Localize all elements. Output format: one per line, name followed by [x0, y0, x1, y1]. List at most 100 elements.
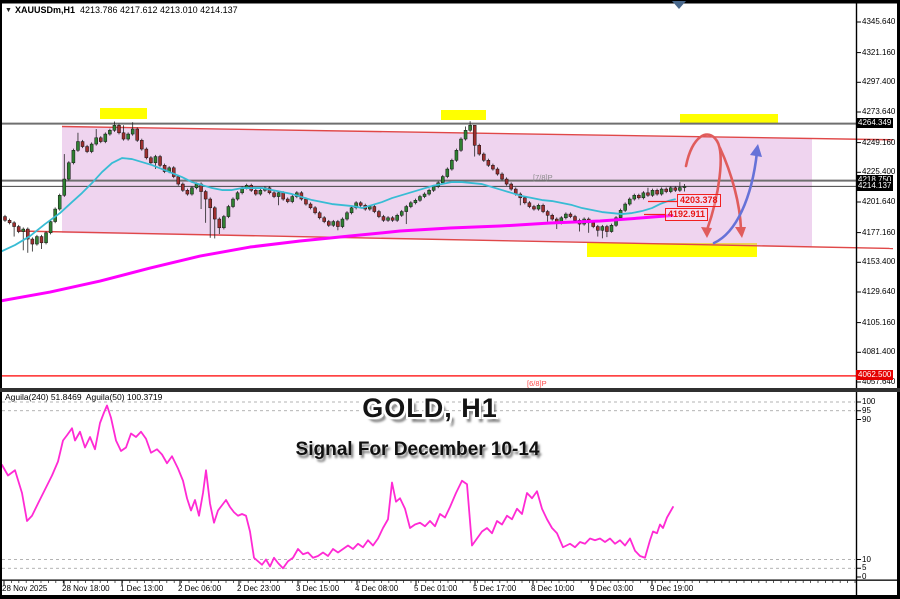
candle-body	[409, 202, 413, 207]
candle-body	[550, 215, 554, 220]
scroll-to-end-icon[interactable]	[672, 1, 686, 9]
candle-body	[523, 197, 527, 204]
candle-body	[600, 226, 605, 231]
candle-body	[94, 137, 98, 145]
candle-body	[627, 198, 632, 205]
frame-top	[0, 0, 900, 4]
candle-body	[395, 215, 399, 221]
candle-body	[276, 192, 281, 197]
forecast-arrow-down	[684, 133, 722, 232]
candle-body	[632, 195, 637, 200]
candle-body	[413, 200, 418, 204]
ma-slow-line	[0, 214, 674, 303]
candle-body	[112, 125, 117, 131]
price-axis-label: 4249.160	[862, 137, 896, 147]
candle-body	[217, 218, 222, 229]
time-axis-label: 2 Dec 23:00	[237, 584, 281, 593]
highlight-zone	[100, 108, 147, 119]
candle-body	[345, 212, 349, 220]
candle-body	[390, 217, 395, 221]
time-axis-label: 1 Dec 13:00	[120, 584, 164, 593]
candle-body	[153, 156, 158, 164]
candle-body	[108, 130, 112, 135]
candle-body	[486, 160, 491, 166]
candle-body	[162, 165, 167, 172]
candle-body	[336, 221, 340, 227]
candle-body	[140, 140, 144, 150]
candle-body	[450, 160, 454, 170]
candle-body	[76, 141, 80, 151]
candle-body	[568, 213, 573, 217]
candle-body	[171, 167, 176, 177]
candle-body	[208, 198, 212, 209]
indicator-bottom-border	[0, 579, 900, 581]
price-axis-label: 4345.640	[862, 17, 896, 26]
candle-body	[404, 206, 409, 212]
candle-body	[532, 206, 536, 210]
candle-body	[340, 218, 345, 227]
candle-body	[30, 238, 35, 245]
time-axis-label: 28 Nov 2025	[2, 584, 48, 593]
time-axis-label: 9 Dec 03:00	[590, 584, 634, 593]
candle-body	[381, 216, 386, 221]
candle-body	[89, 143, 94, 152]
price-axis-label: 4105.160	[862, 317, 896, 327]
candle-body	[386, 217, 390, 221]
candle-body	[144, 148, 149, 159]
candle-body	[509, 183, 513, 190]
candle-body	[103, 133, 108, 142]
candle-body	[135, 128, 139, 141]
highlight-zone	[587, 243, 757, 257]
candle-body	[3, 216, 7, 221]
candle-body	[308, 203, 313, 209]
candle-body	[472, 125, 477, 146]
price-callout-upper[interactable]: 4203.378	[677, 194, 721, 207]
candle-body	[673, 187, 678, 191]
time-axis-label: 9 Dec 19:00	[650, 584, 694, 593]
candle-body	[377, 211, 381, 217]
candle-body	[281, 192, 285, 200]
time-axis-label: 28 Nov 18:00	[62, 584, 110, 593]
candle-body	[482, 153, 486, 161]
forecast-arrow-down	[718, 146, 743, 231]
candle-body	[117, 125, 121, 134]
candle-body	[26, 228, 30, 240]
indicator-axis-label: 90	[862, 414, 871, 424]
candle-body	[477, 145, 481, 155]
time-axis-label: 4 Dec 08:00	[355, 584, 399, 593]
candle-body	[16, 226, 21, 232]
murrey-level-label: [7/8]P	[533, 173, 553, 182]
candle-body	[468, 125, 472, 131]
price-axis-label: 4153.400	[862, 257, 896, 267]
price-callout-lower[interactable]: 4192.911	[665, 208, 709, 221]
candle-body	[35, 236, 39, 245]
candle-body	[678, 187, 682, 191]
candle-body	[609, 225, 614, 232]
arrow-head	[750, 144, 762, 157]
frame-bottom	[0, 595, 900, 599]
candle-body	[213, 207, 217, 220]
candle-body	[44, 232, 48, 244]
candle-body	[573, 216, 577, 221]
price-axis-label: 4273.640	[862, 107, 896, 116]
symbol-dropdown-icon[interactable]: ▼	[5, 7, 12, 14]
candle-body	[441, 176, 445, 184]
candle-body	[231, 198, 235, 207]
candle-body	[399, 211, 404, 216]
frame-right	[897, 0, 900, 599]
frame-left	[0, 0, 2, 599]
candle-body	[641, 192, 646, 199]
symbol-timeframe-label: XAUUSDm,H1	[14, 5, 75, 15]
candle-body	[427, 190, 431, 195]
candle-body	[290, 196, 295, 202]
candle-body	[445, 168, 450, 177]
panel-splitter[interactable]	[0, 388, 900, 392]
channel-top-line	[61, 125, 894, 141]
candle-body	[272, 192, 276, 197]
candle-body	[637, 195, 641, 199]
candle-body	[71, 150, 76, 164]
indicator-axis-label: 5	[862, 563, 867, 573]
candle-body	[605, 226, 609, 232]
candle-body	[185, 190, 190, 195]
